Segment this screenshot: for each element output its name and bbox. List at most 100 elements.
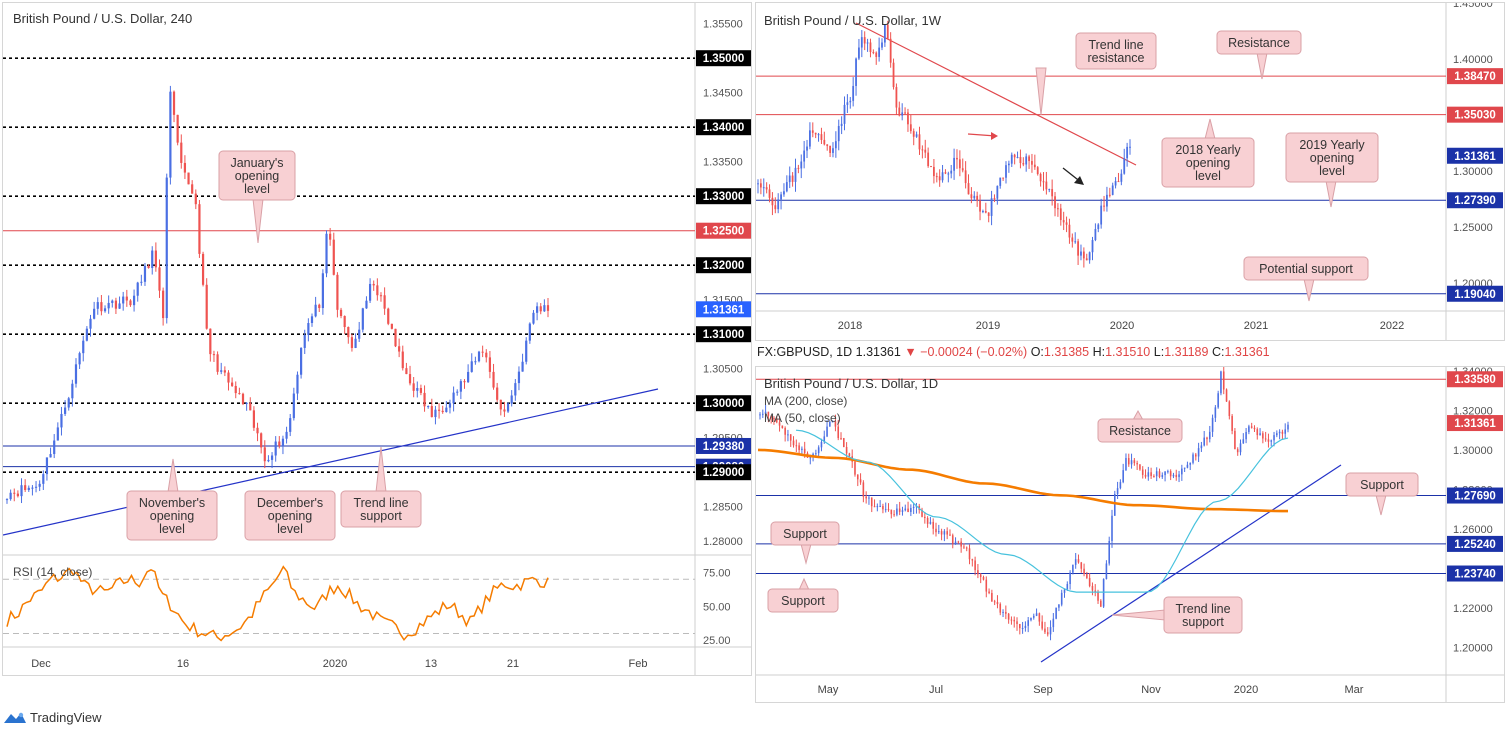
h4-price-tick: 1.28000: [703, 536, 743, 548]
h4-candle-body: [256, 427, 259, 434]
daily-callout-support-3-text: Support: [781, 594, 825, 608]
weekly-candle-body: [762, 187, 765, 189]
weekly-candle-body: [953, 157, 955, 171]
daily-candle-body: [1155, 471, 1158, 477]
daily-candle-body: [1262, 433, 1264, 439]
daily-candle-body: [954, 541, 957, 544]
daily-candle-body: [775, 419, 778, 423]
daily-callout-support-1-text: Support: [783, 527, 827, 541]
h4-candle-body: [481, 351, 484, 353]
weekly-candle-body: [924, 149, 927, 153]
daily-candle-body: [840, 438, 842, 440]
weekly-candle-body: [777, 199, 780, 210]
daily-candle-body: [1038, 613, 1041, 622]
weekly-callout-2018-pointer: [1204, 118, 1216, 140]
tradingview-branding[interactable]: TradingView: [4, 710, 102, 725]
daily-price-tick: 1.22000: [1453, 603, 1493, 615]
daily-candle-body: [1267, 439, 1270, 442]
h4-candle-body: [63, 407, 67, 414]
h4-price-tag-bg: [696, 437, 751, 454]
daily-candle-body: [963, 546, 965, 548]
h4-candle-body: [532, 312, 535, 324]
weekly-callout-resistance: Resistance: [1216, 30, 1302, 80]
daily-candle-body: [1049, 627, 1052, 635]
h4-candle-body: [85, 328, 88, 341]
h4-candle-body: [267, 459, 270, 462]
weekly-candle-body: [1080, 251, 1082, 256]
weekly-candle-body: [837, 126, 840, 142]
h4-candle-body: [103, 308, 107, 312]
h4-price-tag: 1.32000: [703, 260, 745, 272]
h4-candle-body: [488, 357, 492, 372]
weekly-candle-body: [780, 194, 782, 200]
h4-candle-body: [300, 347, 303, 375]
close-label: C:: [1211, 345, 1225, 359]
h4-candle-body: [16, 493, 19, 497]
daily-candle-body: [977, 570, 979, 575]
h4-candle-body: [31, 487, 34, 489]
daily-candle-body: [787, 434, 789, 436]
h4-callout-november-text: November's: [139, 496, 205, 510]
h4-price-tag: 1.31000: [703, 329, 745, 341]
h4-candle-body: [53, 440, 56, 455]
weekly-price-tick: 1.25000: [1453, 222, 1493, 234]
daily-date-tick: Sep: [1033, 684, 1053, 696]
daily-candle-body: [1228, 401, 1231, 417]
h4-candle-body: [321, 273, 324, 309]
weekly-candle-body: [875, 52, 878, 57]
weekly-candle-body: [907, 112, 909, 125]
h4-candle-body: [42, 474, 45, 484]
daily-candle-body: [971, 559, 974, 561]
daily-candle-body: [1046, 632, 1049, 635]
daily-chart-svg[interactable]: 1.340001.320001.300001.280001.260001.220…: [756, 367, 1504, 702]
weekly-candle-body: [860, 37, 863, 48]
weekly-candle-body: [935, 176, 938, 178]
weekly-candle-body: [976, 195, 979, 201]
daily-candle-body: [924, 516, 926, 518]
daily-price-tag-bg: [1447, 565, 1503, 582]
h4-candle-body: [332, 239, 335, 275]
daily-candle-body: [873, 506, 876, 508]
weekly-candle-body: [1082, 251, 1085, 259]
h4-candle-body: [82, 340, 85, 354]
daily-candle-body: [829, 421, 831, 427]
daily-candle-body: [1200, 445, 1203, 449]
h4-candle-body: [147, 265, 150, 268]
weekly-candle-body: [797, 167, 800, 169]
daily-chart-panel[interactable]: 1.340001.320001.300001.280001.260001.220…: [755, 366, 1505, 703]
daily-candle-body: [1206, 437, 1208, 440]
h4-candle-body: [376, 285, 379, 296]
weekly-price-tick: 1.30000: [1453, 166, 1493, 178]
daily-candle-body: [761, 413, 764, 415]
h4-candle-body: [60, 413, 63, 428]
h4-chart-svg[interactable]: 1.355001.345001.335001.325001.315001.305…: [3, 3, 751, 675]
daily-candle-body: [1035, 613, 1038, 616]
daily-candle-body: [1102, 579, 1105, 607]
h4-chart-panel[interactable]: 1.355001.345001.335001.325001.315001.305…: [2, 2, 752, 676]
daily-change: −0.00024 (−0.02%): [920, 345, 1028, 359]
daily-candle-body: [856, 474, 859, 480]
weekly-callout-2018-text: opening: [1186, 156, 1231, 170]
daily-candle-body: [1167, 471, 1169, 473]
daily-candle-body: [898, 508, 901, 512]
h4-callout-november-pointer: [167, 458, 179, 493]
h4-candle-body: [528, 323, 531, 341]
h4-trend-line-support: [3, 388, 659, 536]
daily-candle-body: [1088, 577, 1091, 587]
weekly-chart-panel[interactable]: 1.45000 1.40000 1.30000 1.25000 1.20000 1.384…: [755, 2, 1505, 341]
daily-candle-body: [1072, 564, 1074, 573]
weekly-price-tag: 1.31361: [1454, 151, 1496, 163]
weekly-candle-body: [1010, 154, 1013, 164]
weekly-candle-body: [970, 194, 973, 199]
weekly-candle-body: [950, 170, 953, 174]
h4-candle-body: [162, 290, 165, 319]
h4-candle-body: [187, 172, 190, 185]
daily-candle-body: [1250, 426, 1253, 428]
daily-candle-body: [803, 448, 806, 454]
daily-candle-body: [1220, 371, 1222, 394]
weekly-chart-svg[interactable]: 1.450001.400001.300001.250001.200001.384…: [756, 3, 1504, 340]
h4-price-tag-bg: [696, 222, 751, 239]
h4-candle-body: [499, 399, 502, 410]
weekly-callout-potential-support-box: [1243, 256, 1369, 281]
